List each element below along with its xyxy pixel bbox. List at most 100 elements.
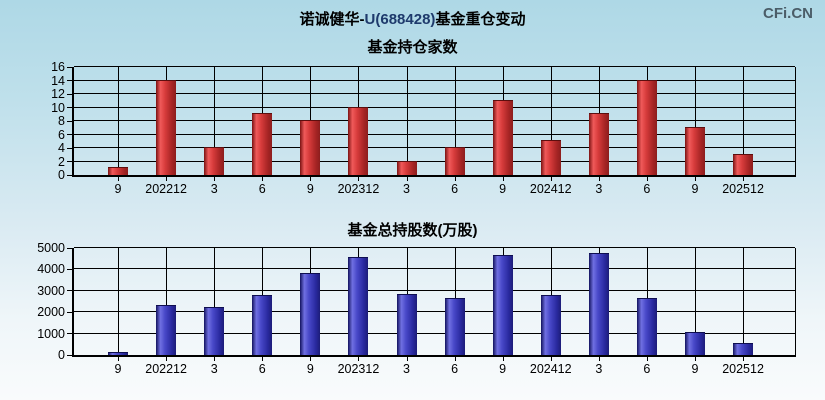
category-column: 3 — [382, 67, 430, 196]
vertical-gridline — [550, 67, 552, 175]
data-bar — [492, 99, 513, 175]
x-axis-tick — [262, 355, 264, 361]
data-bar — [444, 298, 465, 355]
x-axis-label: 202512 — [722, 182, 764, 196]
y-axis-label: 14 — [51, 73, 65, 88]
y-axis-tick — [67, 66, 74, 68]
data-bar — [252, 295, 273, 355]
data-bar — [348, 256, 369, 355]
y-axis-label: 2000 — [37, 305, 65, 320]
vertical-gridline — [166, 248, 168, 355]
y-axis-label: 2 — [58, 154, 65, 169]
vertical-gridline — [214, 248, 216, 355]
category-column: 202412 — [527, 248, 575, 376]
data-bar — [588, 253, 609, 355]
y-axis-label: 4000 — [37, 262, 65, 277]
x-axis-tick — [406, 355, 408, 361]
y-axis-label: 12 — [51, 87, 65, 101]
vertical-gridline — [694, 248, 696, 355]
y-axis-tick — [67, 80, 74, 81]
gridline — [74, 106, 795, 108]
page-title: 诺诚健华-U(688428)基金重仓变动 — [0, 8, 825, 29]
vertical-gridline — [118, 67, 120, 175]
data-bar — [252, 113, 273, 175]
x-axis-label: 202512 — [722, 362, 764, 376]
data-bar — [636, 298, 657, 355]
gridline — [74, 311, 795, 313]
x-axis-label: 6 — [643, 182, 651, 196]
data-bar — [156, 304, 177, 355]
x-axis-label: 3 — [210, 182, 218, 196]
x-axis-label: 9 — [691, 182, 699, 196]
x-axis-tick — [598, 175, 600, 181]
y-axis-tick — [67, 268, 74, 270]
x-axis-tick — [550, 355, 552, 361]
y-axis-tick — [67, 333, 74, 335]
x-axis-tick — [166, 355, 168, 361]
category-column: 6 — [623, 67, 671, 196]
y-axis-label: 0 — [58, 348, 65, 362]
x-axis-label: 9 — [499, 182, 507, 196]
data-bar — [540, 140, 561, 175]
y-axis-label: 0 — [58, 168, 65, 182]
data-bar — [492, 254, 513, 355]
vertical-gridline — [743, 67, 745, 175]
x-axis-label: 202312 — [337, 362, 380, 376]
x-axis-label: 202312 — [337, 182, 380, 196]
category-column: 9 — [286, 67, 334, 196]
x-axis-tick — [310, 175, 312, 181]
x-axis-label: 9 — [114, 362, 122, 376]
x-axis-label: 6 — [451, 362, 459, 376]
x-axis-label: 9 — [691, 362, 699, 376]
x-axis-label: 9 — [499, 362, 507, 376]
y-axis-tick — [67, 290, 74, 292]
category-column: 3 — [575, 248, 623, 376]
x-axis-tick — [598, 355, 600, 361]
vertical-gridline — [406, 67, 408, 175]
y-axis-tick — [67, 174, 74, 176]
vertical-gridline — [214, 67, 216, 175]
data-bar — [684, 331, 705, 355]
x-axis-tick — [214, 175, 216, 181]
page-title-stock-code: U(688428) — [364, 11, 436, 28]
x-axis-tick — [214, 355, 216, 361]
category-column: 202212 — [142, 67, 190, 196]
y-axis-tick — [67, 147, 74, 149]
x-axis-tick — [406, 175, 408, 181]
x-axis-label: 3 — [403, 182, 410, 196]
category-column: 9 — [671, 67, 719, 196]
data-bar — [588, 113, 609, 175]
category-column: 202512 — [719, 67, 767, 196]
gridline — [74, 93, 795, 94]
y-axis-tick — [67, 354, 74, 356]
fund-total-shares-chart-title: 基金总持股数(万股) — [347, 222, 478, 239]
category-column: 202312 — [334, 248, 382, 376]
category-column: 9 — [94, 67, 142, 196]
data-bar — [300, 120, 321, 175]
x-axis-label: 202412 — [529, 182, 572, 196]
category-column: 9 — [94, 248, 142, 376]
category-column: 6 — [431, 67, 479, 196]
data-bar — [108, 352, 129, 355]
category-column: 9 — [671, 248, 719, 376]
columns-container: 9 202212 3 6 9 202312 3 6 9 202412 3 6 9 202512 — [74, 67, 795, 196]
data-bar — [156, 79, 177, 175]
x-axis-label: 9 — [306, 182, 314, 196]
y-axis-label: 5000 — [37, 241, 65, 255]
category-column: 9 — [286, 248, 334, 376]
x-axis-label: 3 — [210, 362, 218, 376]
x-axis-tick — [358, 175, 360, 181]
x-axis-label: 9 — [306, 362, 314, 376]
gridline — [74, 120, 795, 121]
category-column: 202512 — [719, 248, 767, 376]
data-bar — [684, 126, 705, 175]
y-axis-label: 6 — [58, 127, 65, 142]
columns-container: 9 202212 3 6 9 202312 3 6 9 202412 3 6 9 202512 — [74, 248, 795, 376]
x-axis-tick — [118, 175, 120, 181]
category-column: 3 — [575, 67, 623, 196]
data-bar — [540, 295, 561, 355]
x-axis-label: 3 — [595, 362, 603, 376]
gridline — [74, 147, 795, 148]
x-axis-tick — [502, 355, 504, 361]
gridline — [74, 289, 795, 291]
